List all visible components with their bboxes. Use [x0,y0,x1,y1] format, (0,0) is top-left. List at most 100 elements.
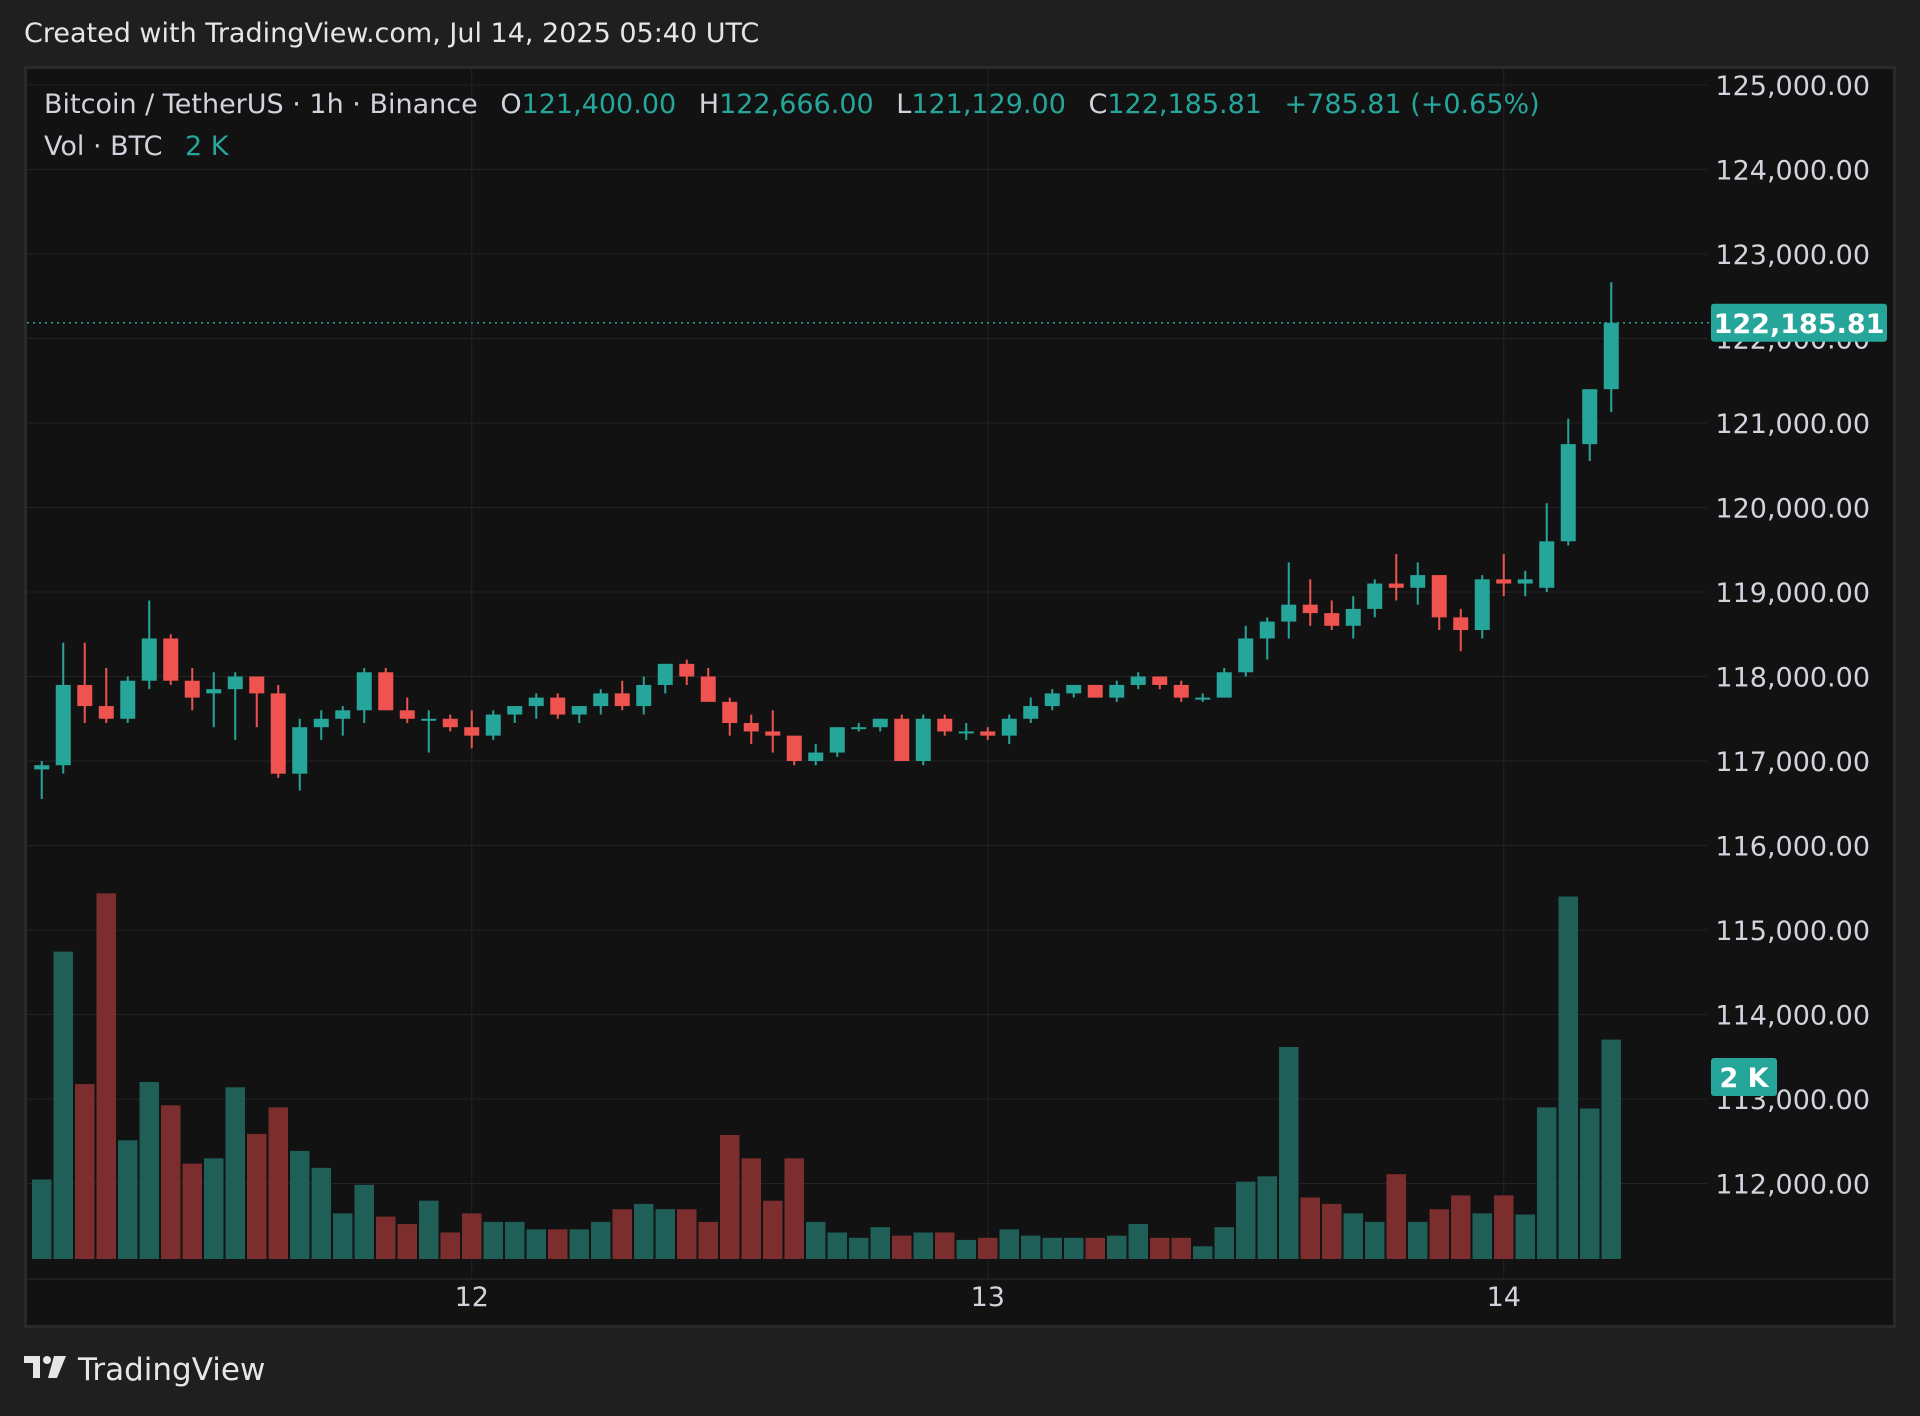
volume-bar [1021,1235,1041,1259]
volume-bar [849,1237,869,1259]
candle-body [120,680,136,719]
tradingview-footer: TradingView [24,1352,265,1388]
volume-bar [741,1158,761,1259]
candle-body [614,693,630,707]
candle-body [1152,676,1168,685]
candle-body [421,718,437,721]
candle-body [743,722,759,732]
volume-bar [913,1232,933,1259]
time-axis-label: 12 [455,1282,489,1313]
volume-bar [440,1232,460,1259]
candle-body [808,752,824,761]
candle-body [270,693,286,774]
volume-bar [1494,1195,1514,1259]
candle-body [184,680,200,698]
candle-body [507,706,523,715]
volume-bar [1300,1197,1320,1259]
volume-bar [53,951,73,1259]
candle-body [1066,684,1082,694]
volume-bar [462,1213,482,1259]
candle-body [249,676,265,694]
candle-body [1367,583,1383,609]
volume-bar [1279,1047,1299,1259]
volume-bar [1064,1237,1084,1259]
last-price-badge-label: 122,185.81 [1714,309,1885,340]
volume-bar [806,1221,826,1259]
chart-pane[interactable]: 125,000.00124,000.00123,000.00122,000.00… [24,66,1896,1328]
volume-bar [1515,1214,1535,1259]
time-axis-label: 14 [1487,1282,1521,1313]
price-axis-label: 114,000.00 [1715,1001,1870,1032]
candlestick-chart[interactable]: 125,000.00124,000.00123,000.00122,000.00… [27,69,1893,1325]
candle-body [1001,718,1017,736]
candle-body [528,697,544,707]
candle-body [1410,575,1426,588]
candle-body [1173,684,1189,698]
volume-badge-label: 2 K [1719,1063,1769,1094]
candle-body [378,672,394,711]
low-value: 121,129.00 [911,89,1066,120]
candle-body [1496,579,1512,584]
volume-bar [612,1209,632,1259]
volume-bar [634,1203,654,1259]
candle-body [1044,693,1060,707]
last-price-badge [1711,303,1887,342]
candle-body [1324,613,1340,626]
candle-body [163,638,179,681]
volume-bar [1042,1237,1062,1259]
volume-bar [397,1224,417,1259]
volume-bar [96,893,116,1259]
volume-bar [569,1229,589,1259]
candle-body [141,638,157,681]
volume-bar [483,1221,503,1259]
candle-body [657,663,673,685]
symbol-label[interactable]: Bitcoin / TetherUS · 1h · Binance [44,89,478,120]
volume-bar [1128,1224,1148,1259]
volume-bar [139,1081,159,1259]
candle-body [485,714,501,736]
candle-body [958,731,974,734]
price-axis-label: 121,000.00 [1715,409,1870,440]
candle-body [1087,684,1103,698]
candle-body [399,710,415,719]
candle-body [55,684,71,766]
volume-label[interactable]: Vol · BTC [44,131,163,162]
tradingview-brand-text: TradingView [78,1352,266,1388]
volume-bar [290,1150,310,1259]
volume-bar [978,1237,998,1259]
volume-bar [354,1184,374,1259]
price-axis-label: 118,000.00 [1715,663,1870,694]
candle-body [765,731,781,736]
volume-bar [1236,1181,1256,1259]
time-axis-label: 13 [971,1282,1005,1313]
candle-body [1238,638,1254,673]
volume-bar [870,1227,890,1259]
candle-body [77,684,93,707]
candle-body [722,701,738,723]
price-axis-label: 120,000.00 [1715,494,1870,525]
high-label: H [698,89,720,120]
volume-bar [698,1221,718,1259]
candle-body [550,697,566,715]
price-axis-label: 116,000.00 [1715,832,1870,863]
volume-row: Vol · BTC 2 K [44,126,1540,168]
candle-body [1281,604,1297,622]
volume-bar [1150,1237,1170,1259]
chart-legend: Bitcoin / TetherUS · 1h · Binance O121,4… [44,84,1540,168]
price-axis-label: 115,000.00 [1715,916,1870,947]
volume-bar [1580,1108,1600,1259]
candle-body [829,727,845,753]
candle-body [1474,579,1490,631]
open-value: 121,400.00 [521,89,677,120]
volume-bar [505,1221,525,1259]
candle-body [700,676,716,702]
price-axis-label: 124,000.00 [1715,156,1870,187]
candle-body [1517,579,1533,584]
volume-bar [526,1229,546,1259]
candle-body [1345,608,1361,626]
volume-bar [1451,1195,1471,1259]
candle-body [1603,322,1619,390]
candle-body [1259,621,1275,639]
open-label: O [500,89,522,120]
volume-bar [655,1209,675,1259]
